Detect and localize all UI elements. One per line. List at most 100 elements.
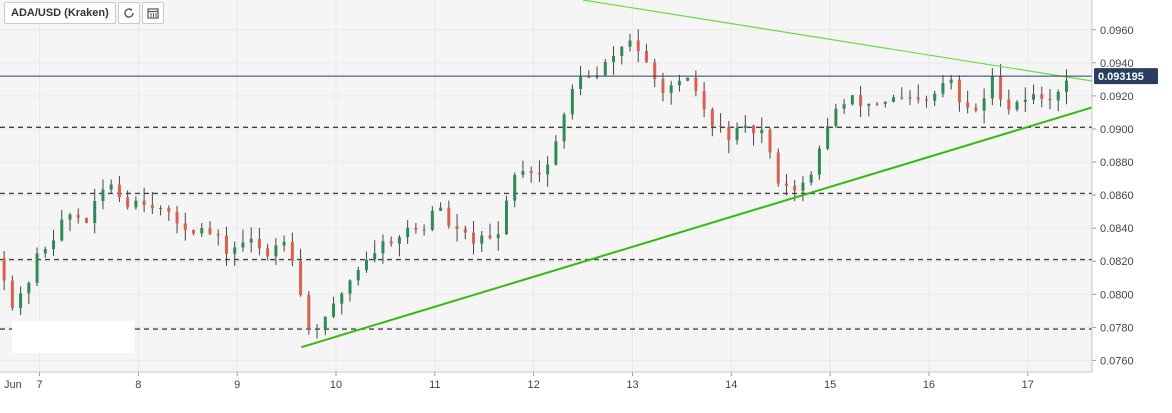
- candle-up: [430, 210, 434, 230]
- trendline-lower: [301, 106, 1093, 349]
- candle-up: [826, 126, 830, 149]
- overlay-white-box: [12, 321, 134, 353]
- candle-up: [282, 241, 286, 246]
- candle-down: [768, 129, 772, 153]
- candle-up: [867, 103, 871, 106]
- candle-down: [661, 79, 665, 94]
- candle-up: [373, 253, 377, 260]
- candle-down: [216, 233, 220, 236]
- candle-down: [84, 217, 88, 223]
- x-tick-label: 11: [429, 379, 440, 391]
- candle-down: [463, 228, 467, 233]
- calendar-button[interactable]: [141, 2, 164, 24]
- candle-up: [27, 282, 31, 294]
- candle-up: [159, 208, 163, 210]
- candle-up: [274, 245, 278, 257]
- y-tick-label: 0.0760: [1100, 355, 1134, 367]
- current-price-badge: [1094, 68, 1158, 85]
- candle-down: [859, 95, 863, 106]
- candle-down: [2, 257, 6, 281]
- candle-down: [974, 107, 978, 111]
- price-axis[interactable]: 0.0760 0.0780 0.0800 0.0820 0.0840 0.0860 0.08…: [1092, 25, 1134, 368]
- candle-up: [982, 98, 986, 111]
- y-tick-label: 0.0820: [1100, 256, 1134, 268]
- candle-up: [801, 182, 805, 191]
- candle-up: [612, 55, 616, 62]
- candle-down: [1040, 94, 1044, 99]
- candle-up: [933, 93, 937, 101]
- candle-up: [52, 240, 56, 250]
- candle-down: [447, 207, 451, 227]
- candle-down: [192, 229, 196, 234]
- candle-up: [1064, 80, 1068, 92]
- candle-up: [332, 303, 336, 317]
- candle-down: [183, 223, 187, 230]
- candle-up: [570, 88, 574, 115]
- candle-up: [504, 200, 508, 235]
- candle-down: [472, 232, 476, 244]
- candle-up: [233, 247, 237, 254]
- y-tick-label: 0.0880: [1100, 157, 1134, 169]
- candle-down: [587, 76, 591, 78]
- candle-up: [496, 234, 500, 239]
- candle-down: [653, 62, 657, 80]
- candle-up: [60, 219, 64, 241]
- candle-up: [908, 97, 912, 99]
- candle-down: [307, 295, 311, 330]
- candle-down: [529, 171, 533, 173]
- candle-down: [126, 197, 130, 208]
- candle-up: [43, 249, 47, 254]
- candle-up: [364, 259, 368, 271]
- candle-up: [348, 280, 352, 294]
- candle-down: [299, 261, 303, 296]
- candle-up: [1015, 102, 1019, 110]
- y-tick-label: 0.0940: [1100, 58, 1134, 70]
- x-tick-label: 10: [330, 379, 342, 391]
- candle-up: [809, 174, 813, 183]
- candle-down: [224, 235, 228, 254]
- candle-up: [406, 227, 410, 238]
- candle-up: [513, 174, 517, 201]
- candle-up: [315, 328, 319, 330]
- candle-up: [686, 77, 690, 81]
- candle-down: [257, 238, 261, 249]
- candle-up: [134, 200, 138, 208]
- candle-up: [743, 125, 747, 128]
- current-price-label: 0.093195: [1098, 71, 1144, 83]
- candle-down: [710, 109, 714, 126]
- candle-down: [175, 211, 179, 224]
- time-axis[interactable]: Jun 7 8 9 10 11 12 13 14 15 16 17: [4, 372, 1034, 391]
- x-tick-label: Jun: [4, 379, 22, 391]
- symbol-title[interactable]: ADA/USD (Kraken): [4, 2, 116, 24]
- y-tick-label: 0.0780: [1100, 322, 1134, 334]
- candle-up: [883, 101, 887, 104]
- time-axis-background: [0, 372, 1092, 408]
- candle-up: [109, 184, 113, 190]
- candle-down: [719, 125, 723, 127]
- x-tick-label: 13: [626, 379, 638, 391]
- candle-up: [521, 171, 525, 175]
- candle-down: [455, 226, 459, 229]
- candle-down: [1007, 99, 1011, 110]
- candle-up: [554, 141, 558, 165]
- calendar-icon: [147, 8, 159, 19]
- candle-up: [101, 189, 105, 201]
- candle-up: [603, 61, 607, 76]
- candle-down: [150, 204, 154, 209]
- x-tick-label: 15: [824, 379, 836, 391]
- y-tick-label: 0.0800: [1100, 289, 1134, 301]
- candle-down: [414, 227, 418, 230]
- x-tick-label: 9: [234, 379, 240, 391]
- candle-down: [142, 200, 146, 205]
- candle-up: [19, 293, 23, 309]
- candle-down: [999, 76, 1003, 100]
- refresh-button[interactable]: [117, 2, 140, 24]
- candle-up: [35, 253, 39, 283]
- x-tick-label: 7: [36, 379, 42, 391]
- candle-up: [381, 241, 385, 254]
- x-tick-label: 17: [1022, 379, 1034, 391]
- y-tick-label: 0.0900: [1100, 124, 1134, 136]
- candle-down: [636, 40, 640, 52]
